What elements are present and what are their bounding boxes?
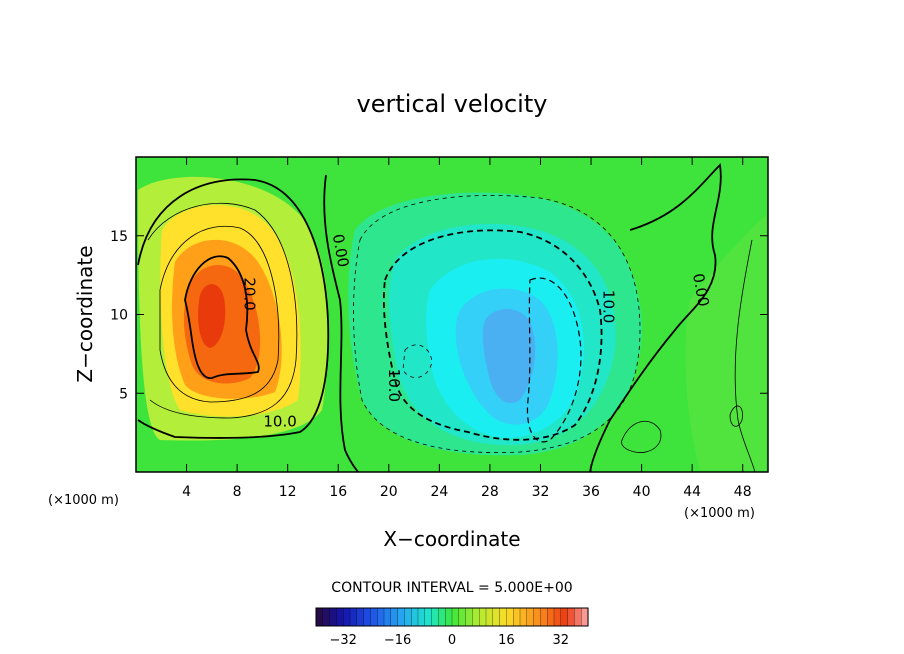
colorbar-tick-label-4: 32 <box>553 633 570 648</box>
contour-line-8 <box>526 277 582 443</box>
x-tick-label-3: 16 <box>329 484 347 500</box>
contour-line-2 <box>159 225 280 403</box>
colorbar-cell <box>404 607 412 627</box>
colorbar-cell <box>581 607 589 627</box>
contour-lines <box>137 163 756 473</box>
colorbar-cell <box>574 607 582 627</box>
colorbar-cell <box>560 607 569 627</box>
contour-line-7 <box>402 344 433 378</box>
x-tick-label-6: 28 <box>481 484 499 500</box>
colorbar-cell <box>315 607 324 627</box>
colorbar-cell <box>445 607 453 627</box>
colorbar-cell <box>397 607 405 627</box>
colorbar-cell <box>458 607 467 627</box>
colorbar-tick-label-0: −32 <box>329 633 356 648</box>
x-axis-label: X−coordinate <box>383 527 520 551</box>
colorbar-cell <box>363 607 371 627</box>
colorbar-tick-label-3: 16 <box>498 633 515 648</box>
contour-line-3 <box>184 255 260 379</box>
x-tick-label-1: 8 <box>233 484 242 500</box>
y-tick-label-1: 10 <box>110 308 128 324</box>
x-unit-right: (×1000 m) <box>684 506 755 521</box>
colorbar-cell <box>411 607 419 627</box>
contour-label-3: 10.0 <box>385 369 403 402</box>
contour-line-6 <box>383 229 603 441</box>
x-tick-label-10: 44 <box>683 484 701 500</box>
contour-line-10 <box>734 239 756 473</box>
contour-line-9 <box>589 163 722 473</box>
colorbar-cell <box>329 607 337 627</box>
colorbar-cell <box>547 607 555 627</box>
colorbar-cell <box>492 607 501 627</box>
x-tick-label-2: 12 <box>279 484 297 500</box>
x-tick-label-5: 24 <box>430 484 448 500</box>
x-tick-label-8: 36 <box>582 484 600 500</box>
y-tick-label-0: 5 <box>119 386 128 402</box>
colorbar-cell <box>431 607 439 627</box>
contour-label-0: 20.0 <box>241 277 259 310</box>
colorbar-cell <box>472 607 480 627</box>
x-tick-label-9: 40 <box>633 484 651 500</box>
contour-line-12 <box>729 405 743 427</box>
colorbar-cell <box>499 607 507 627</box>
colorbar-cell <box>383 607 392 627</box>
x-axis-ticks: 4 8 12 16 20 24 28 32 36 40 44 48 <box>182 157 752 500</box>
x-tick-label-7: 32 <box>532 484 550 500</box>
chart-title: vertical velocity <box>357 90 548 118</box>
contour-line-11 <box>621 420 662 453</box>
downdraft-shade-4 <box>482 308 536 404</box>
colorbar-cell <box>567 607 575 627</box>
colorbar-cell <box>370 607 378 627</box>
colorbar-cell <box>479 607 487 627</box>
colorbar-cell <box>513 607 521 627</box>
colorbar-cell <box>451 607 460 627</box>
x-tick-label-11: 48 <box>734 484 752 500</box>
colorbar-cell <box>377 607 385 627</box>
colorbar-cell <box>465 607 473 627</box>
x-tick-label-0: 4 <box>182 484 191 500</box>
colorbar-cell <box>322 607 331 627</box>
colorbar-cell <box>343 607 351 627</box>
colorbar-cell <box>390 607 399 627</box>
colorbar-cell <box>356 607 365 627</box>
updraft-shade-4 <box>198 284 226 348</box>
contour-label-5: 0.00 <box>689 272 713 308</box>
colorbar-tick-label-1: −16 <box>384 633 411 648</box>
colorbar-cell <box>540 607 548 627</box>
weak-updraft-shade <box>685 215 766 470</box>
colorbar-cell <box>533 607 541 627</box>
contour-label-2: 0.00 <box>329 233 353 269</box>
colorbar-cell <box>553 607 562 627</box>
contour-labels: 20.0 10.0 0.00 10.0 10.0 0.00 <box>241 233 713 431</box>
colorbar-cell <box>485 607 494 627</box>
contour-line-1 <box>147 202 298 419</box>
contour-label-1: 10.0 <box>263 412 296 430</box>
y-axis-label: Z−coordinate <box>73 245 97 382</box>
colorbar-cell <box>438 607 446 627</box>
x-unit-left: (×1000 m) <box>48 493 119 508</box>
colorbar-cell <box>336 607 344 627</box>
x-tick-label-4: 20 <box>380 484 398 500</box>
colorbar-cell <box>417 607 426 627</box>
colorbar-frame <box>315 607 589 627</box>
colorbar-cell <box>526 607 535 627</box>
contour-line-4 <box>323 174 359 473</box>
colorbar: −32 −16 0 16 32 <box>315 607 589 648</box>
y-axis-ticks: 5 10 15 <box>110 229 768 402</box>
contour-label-4: 10.0 <box>600 290 618 323</box>
colorbar-cell <box>349 607 358 627</box>
colorbar-cell <box>424 607 433 627</box>
colorbar-cell <box>506 607 514 627</box>
contour-line-0 <box>137 178 330 439</box>
contour-interval-label: CONTOUR INTERVAL = 5.000E+00 <box>331 580 572 596</box>
y-tick-label-2: 15 <box>110 229 128 245</box>
colorbar-tick-label-2: 0 <box>448 633 456 648</box>
colorbar-cell <box>519 607 528 627</box>
